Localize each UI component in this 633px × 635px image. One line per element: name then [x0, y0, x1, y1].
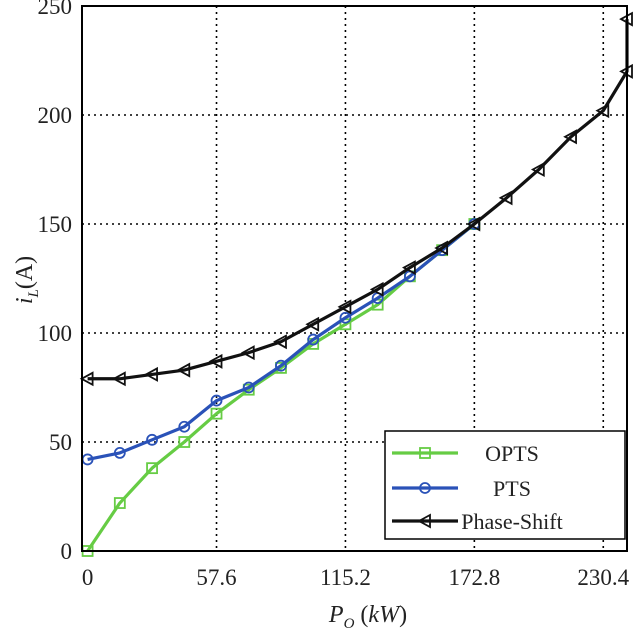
x-tick-label: 0 — [82, 565, 94, 590]
x-tick-label: 57.6 — [196, 565, 236, 590]
y-tick-label: 50 — [49, 430, 72, 455]
legend-marker — [419, 447, 431, 459]
data-point — [337, 299, 352, 315]
y-tick-label: 0 — [61, 539, 73, 564]
x-tick-label: 172.8 — [448, 565, 500, 590]
data-point — [273, 334, 287, 350]
y-axis-title: iL(A) — [12, 256, 42, 304]
legend: OPTS PTS Phase-Shift — [384, 430, 626, 540]
data-point — [402, 260, 416, 276]
data-point — [146, 433, 158, 446]
data-point — [178, 420, 191, 433]
legend-marker — [417, 513, 431, 529]
x-axis-title: PO (kW) — [328, 602, 407, 632]
legend-marker — [419, 482, 431, 494]
data-point — [113, 497, 126, 509]
data-point — [176, 362, 191, 378]
y-tick-label: 100 — [38, 321, 73, 346]
data-point — [240, 345, 255, 361]
y-tick-labels: 0 50 100 150 200 250 — [38, 0, 73, 564]
x-tick-label: 230.4 — [577, 565, 629, 590]
y-tick-label: 250 — [38, 0, 73, 19]
data-point — [466, 216, 481, 232]
data-point — [369, 281, 384, 297]
y-tick-label: 200 — [38, 103, 73, 128]
y-tick-label: 150 — [38, 212, 73, 237]
series-line — [87, 222, 476, 462]
data-point — [305, 316, 320, 332]
data-point — [208, 353, 223, 369]
data-point — [530, 161, 545, 178]
data-point — [563, 129, 577, 145]
data-point — [242, 381, 255, 394]
x-tick-label: 115.2 — [320, 565, 371, 590]
data-point — [275, 359, 287, 372]
data-point — [210, 394, 223, 407]
data-point — [113, 446, 126, 459]
data-point — [595, 103, 610, 119]
data-point — [498, 190, 513, 206]
data-point — [111, 371, 126, 387]
series-layer — [79, 11, 633, 557]
series-line — [87, 19, 629, 381]
data-point — [307, 333, 320, 346]
legend-label: Phase-Shift — [461, 509, 562, 534]
data-point — [79, 371, 94, 387]
plot-frame — [81, 5, 628, 552]
legend-label: OPTS — [485, 441, 539, 466]
data-point — [434, 240, 449, 256]
data-point — [178, 436, 191, 448]
data-point — [210, 407, 223, 420]
x-tick-labels: 0 57.6 115.2 172.8 230.4 — [82, 565, 630, 590]
legend-label: PTS — [493, 476, 531, 501]
data-point — [146, 462, 158, 475]
grid — [82, 6, 627, 551]
data-point — [144, 366, 158, 382]
data-point — [339, 311, 352, 324]
